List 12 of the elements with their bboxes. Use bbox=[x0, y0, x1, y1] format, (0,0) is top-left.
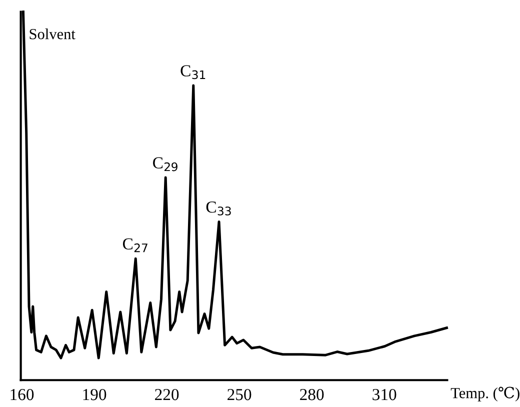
x-tick-label: 250 bbox=[228, 388, 252, 400]
annotation: C$_{27}$ bbox=[122, 238, 148, 252]
annotation: C$_{31}$ bbox=[180, 65, 206, 80]
x-tick-label: 160 bbox=[10, 388, 34, 400]
annotation: C$_{29}$ bbox=[153, 157, 178, 172]
x-tick-label: 310 bbox=[372, 388, 396, 400]
x-tick-label: 220 bbox=[155, 388, 179, 400]
annotation: C$_{33}$ bbox=[206, 201, 231, 216]
x-tick-label: 280 bbox=[300, 388, 324, 400]
x-tick-label: 190 bbox=[83, 388, 106, 400]
x-axis-title: Temp. (℃) bbox=[450, 386, 520, 402]
annotation: Solvent bbox=[30, 28, 76, 40]
